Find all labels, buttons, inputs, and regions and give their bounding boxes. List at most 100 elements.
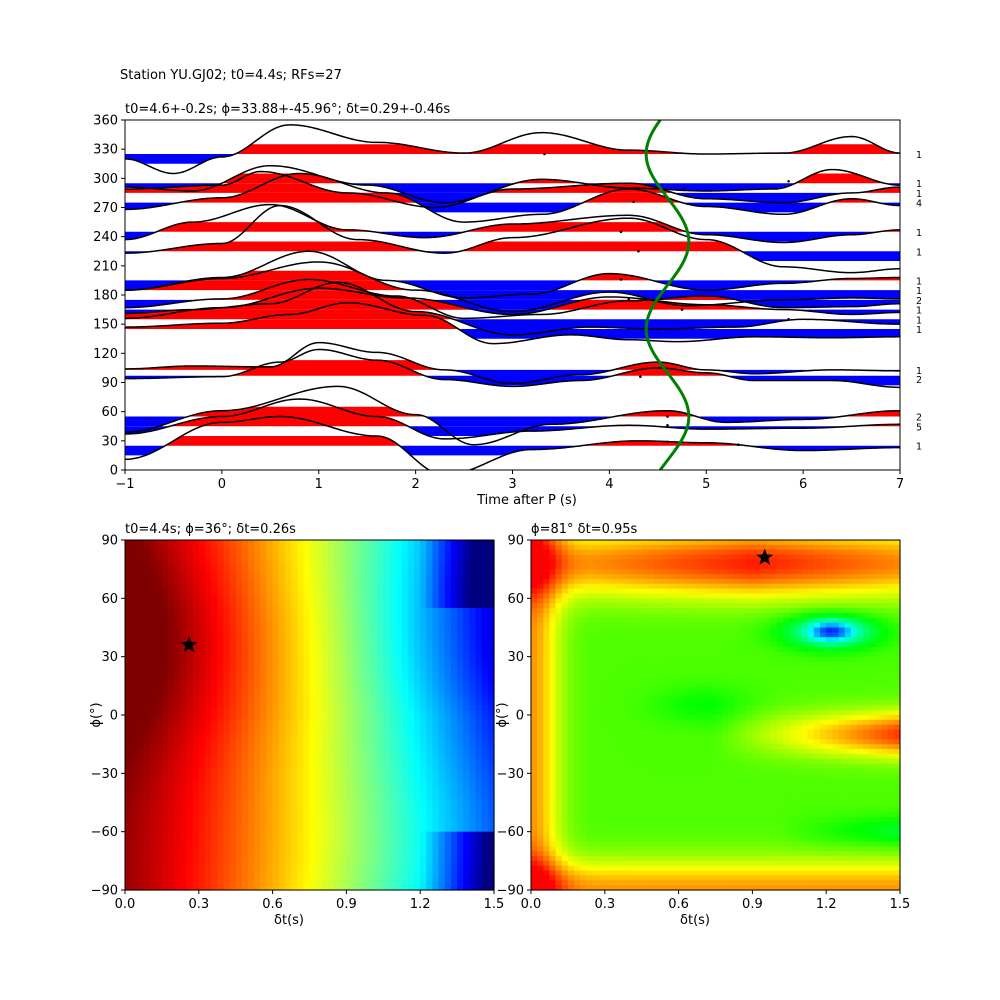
y-tick-label: 120	[93, 347, 118, 362]
heatmap-cell	[180, 666, 188, 672]
heatmap-cell	[211, 787, 218, 794]
heatmap-cell	[487, 544, 495, 551]
heatmap-cell	[248, 661, 255, 667]
heatmap-cell	[475, 778, 483, 784]
heatmap-cell	[567, 603, 575, 609]
heatmap-cell	[297, 574, 304, 580]
heatmap-cell	[229, 646, 237, 653]
heatmap-cell	[143, 554, 151, 561]
heatmap-cell	[161, 729, 169, 736]
heatmap-cell	[155, 646, 163, 653]
heatmap-cell	[229, 676, 237, 682]
heatmap-cell	[475, 676, 483, 682]
heatmap-cell	[543, 632, 551, 638]
heatmap-cell	[229, 695, 237, 702]
heatmap-cell	[371, 715, 378, 721]
heatmap-cell	[383, 778, 391, 784]
heatmap-cell	[567, 632, 575, 638]
heatmap-cell	[217, 637, 224, 643]
heatmap-cell	[284, 569, 292, 575]
heatmap-cell	[463, 651, 470, 658]
heatmap-cell	[204, 787, 212, 794]
heatmap-cell	[407, 797, 415, 804]
heatmap-cell	[352, 812, 360, 818]
heatmap-cell	[450, 593, 458, 599]
heatmap-cell	[475, 578, 483, 585]
heatmap-cell	[192, 812, 200, 818]
heatmap-cell	[543, 778, 551, 784]
heatmap-cell	[131, 656, 138, 663]
heatmap-cell	[180, 826, 188, 833]
heatmap-cell	[155, 544, 163, 551]
heatmap-cell	[229, 885, 237, 891]
heatmap-cell	[561, 729, 569, 736]
heatmap-cell	[395, 666, 403, 672]
heatmap-cell	[487, 622, 495, 629]
heatmap-cell	[420, 603, 427, 609]
heatmap-cell	[481, 783, 489, 789]
heatmap-cell	[537, 787, 544, 794]
heatmap-cell	[481, 729, 489, 736]
heatmap-cell	[125, 768, 132, 774]
heatmap-cell	[272, 671, 280, 677]
heatmap-cell	[309, 841, 317, 847]
heatmap-cell	[266, 875, 274, 881]
heatmap-cell	[561, 656, 569, 663]
heatmap-cell	[334, 860, 341, 867]
heatmap-cell	[192, 739, 200, 745]
heatmap-cell	[432, 739, 440, 745]
heatmap-cell	[346, 783, 354, 789]
heatmap-cell	[561, 574, 569, 580]
heatmap-cell	[352, 865, 360, 872]
heatmap-cell	[475, 715, 483, 721]
heatmap-cell	[211, 622, 218, 629]
heatmap-cell	[327, 705, 335, 711]
heatmap-cell	[186, 826, 194, 833]
heatmap-cell	[278, 569, 286, 575]
heatmap-cell	[531, 710, 538, 716]
heatmap-cell	[192, 632, 200, 638]
heatmap-cell	[248, 666, 255, 672]
heatmap-cell	[174, 569, 181, 575]
heatmap-cell	[377, 792, 384, 799]
trace-line	[125, 250, 900, 299]
heatmap-cell	[297, 661, 304, 667]
heatmap-cell	[475, 651, 483, 658]
heatmap-cell	[241, 632, 249, 638]
heatmap-cell	[346, 559, 354, 565]
heatmap-cell	[229, 778, 237, 784]
heatmap-cell	[358, 797, 366, 804]
heatmap-cell	[131, 719, 138, 726]
heatmap-cell	[161, 569, 169, 575]
t0-curve	[644, 120, 691, 470]
heatmap-cell	[254, 763, 261, 770]
heatmap-cell	[321, 651, 329, 658]
heatmap-cell	[426, 802, 434, 808]
heatmap-cell	[241, 749, 249, 755]
heatmap-cell	[531, 559, 538, 565]
heatmap-cell	[315, 705, 323, 711]
heatmap-cell	[284, 787, 292, 794]
heatmap-cell	[371, 598, 378, 604]
heatmap-cell	[555, 593, 563, 599]
heatmap-cell	[358, 836, 366, 842]
heatmap-cell	[284, 768, 292, 774]
heatmap-cell	[407, 540, 415, 546]
heatmap-cell	[450, 656, 458, 663]
heatmap-cell	[358, 860, 366, 867]
heatmap-cell	[340, 544, 347, 551]
heatmap-cell	[401, 875, 409, 881]
heatmap-cell	[407, 807, 415, 813]
heatmap-cell	[487, 632, 495, 638]
heatmap-cell	[377, 787, 384, 794]
heatmap-cell	[450, 608, 458, 614]
heatmap-cell	[125, 787, 132, 794]
heatmap-cell	[204, 885, 212, 891]
heatmap-cell	[327, 851, 335, 857]
heatmap-cell	[352, 578, 360, 585]
heatmap-cell	[192, 676, 200, 682]
heatmap-cell	[272, 578, 280, 585]
heatmap-cell	[284, 661, 292, 667]
heatmap-cell	[192, 715, 200, 721]
heatmap-cell	[260, 710, 268, 716]
